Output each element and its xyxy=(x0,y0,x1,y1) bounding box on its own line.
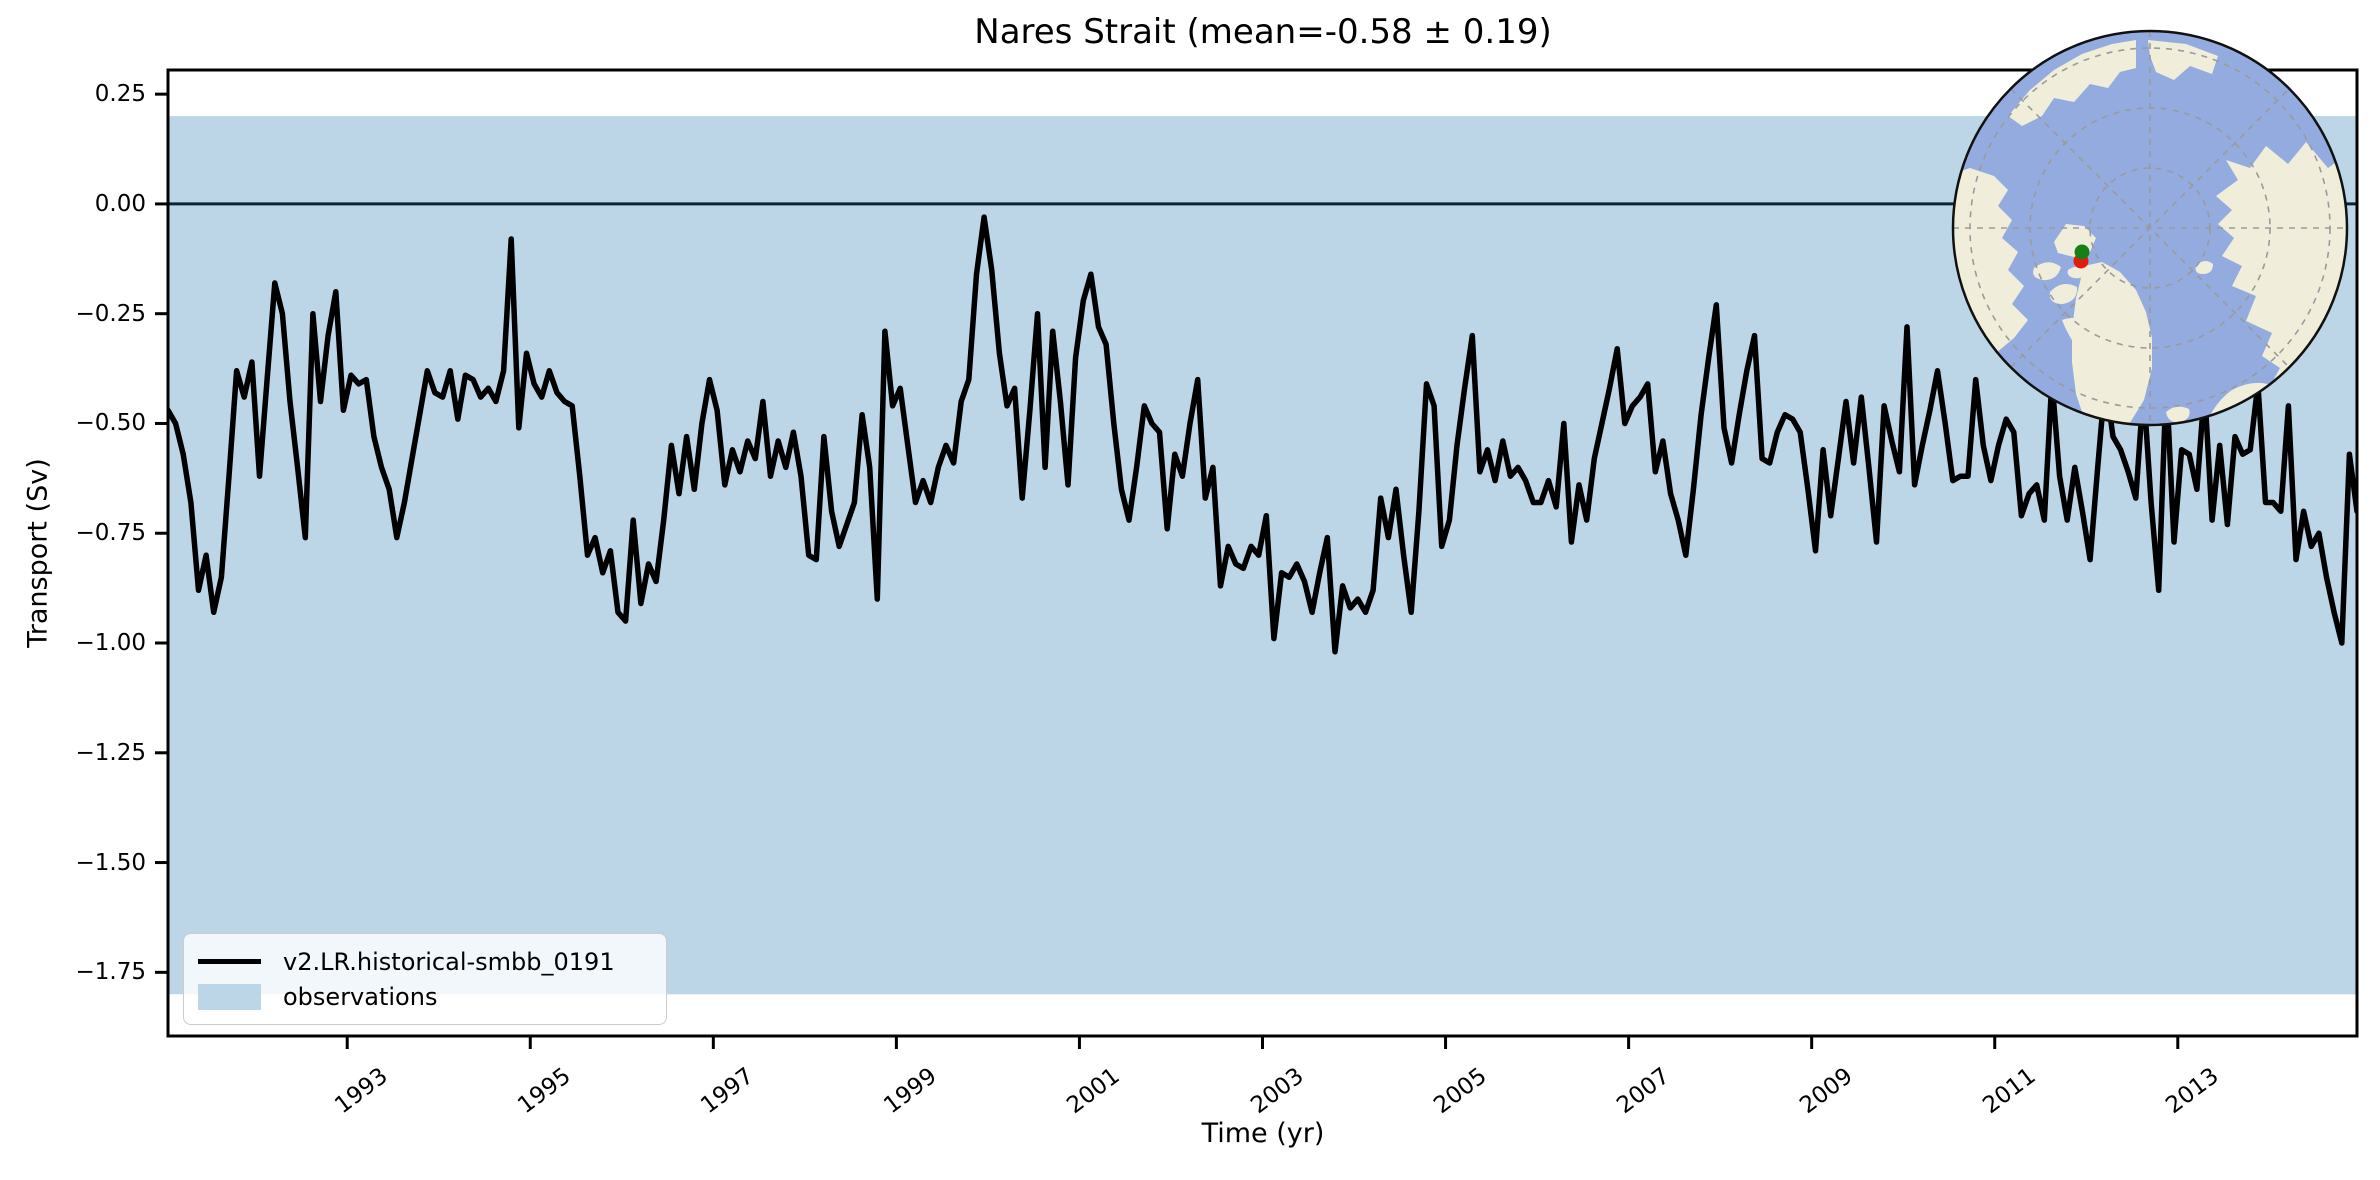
y-tick-label: −1.50 xyxy=(75,849,146,876)
map-circle-border xyxy=(1951,29,2349,427)
observations-patch-swatch xyxy=(198,983,261,1010)
y-tick-label: −0.50 xyxy=(75,410,146,437)
land-victoria-island xyxy=(2049,283,2078,304)
y-tick-label: 0.25 xyxy=(94,81,146,108)
land-chukotka xyxy=(2148,40,2218,80)
model-line-swatch xyxy=(198,959,261,964)
tick-marks xyxy=(155,92,2180,1049)
legend-label-observations: observations xyxy=(283,982,438,1011)
arctic-inset-map xyxy=(1951,29,2349,427)
y-tick-label: −1.75 xyxy=(75,959,146,986)
strait-marker-green-dot xyxy=(2074,244,2090,260)
land-greenland xyxy=(2072,262,2152,425)
land-alaska xyxy=(2008,40,2136,126)
map-landmasses xyxy=(1953,40,2347,425)
y-tick-label: −0.25 xyxy=(75,300,146,327)
land-svalbard xyxy=(2195,260,2213,274)
axes-frame xyxy=(166,68,2359,1038)
legend-entry-model: v2.LR.historical-smbb_0191 xyxy=(198,948,652,976)
x-axis-label: Time (yr) xyxy=(1201,1118,1325,1149)
y-tick-label: 0.00 xyxy=(94,190,146,217)
model-timeseries-line xyxy=(168,214,2357,655)
chart-title: Nares Strait (mean=-0.58 ± 0.19) xyxy=(974,12,1552,52)
meridian-diagonal-2 xyxy=(2010,88,2290,368)
land-novaya-zemlya xyxy=(2244,248,2268,263)
y-tick-label: −1.25 xyxy=(75,739,146,766)
y-tick-label: −1.00 xyxy=(75,630,146,656)
legend: v2.LR.historical-smbb_0191 observations xyxy=(183,933,667,1025)
legend-entry-observations: observations xyxy=(198,983,652,1011)
y-tick-label: −0.75 xyxy=(75,520,146,547)
map-graticule xyxy=(1953,31,2347,425)
land-iceland xyxy=(2166,406,2190,423)
legend-label-model: v2.LR.historical-smbb_0191 xyxy=(283,947,615,976)
